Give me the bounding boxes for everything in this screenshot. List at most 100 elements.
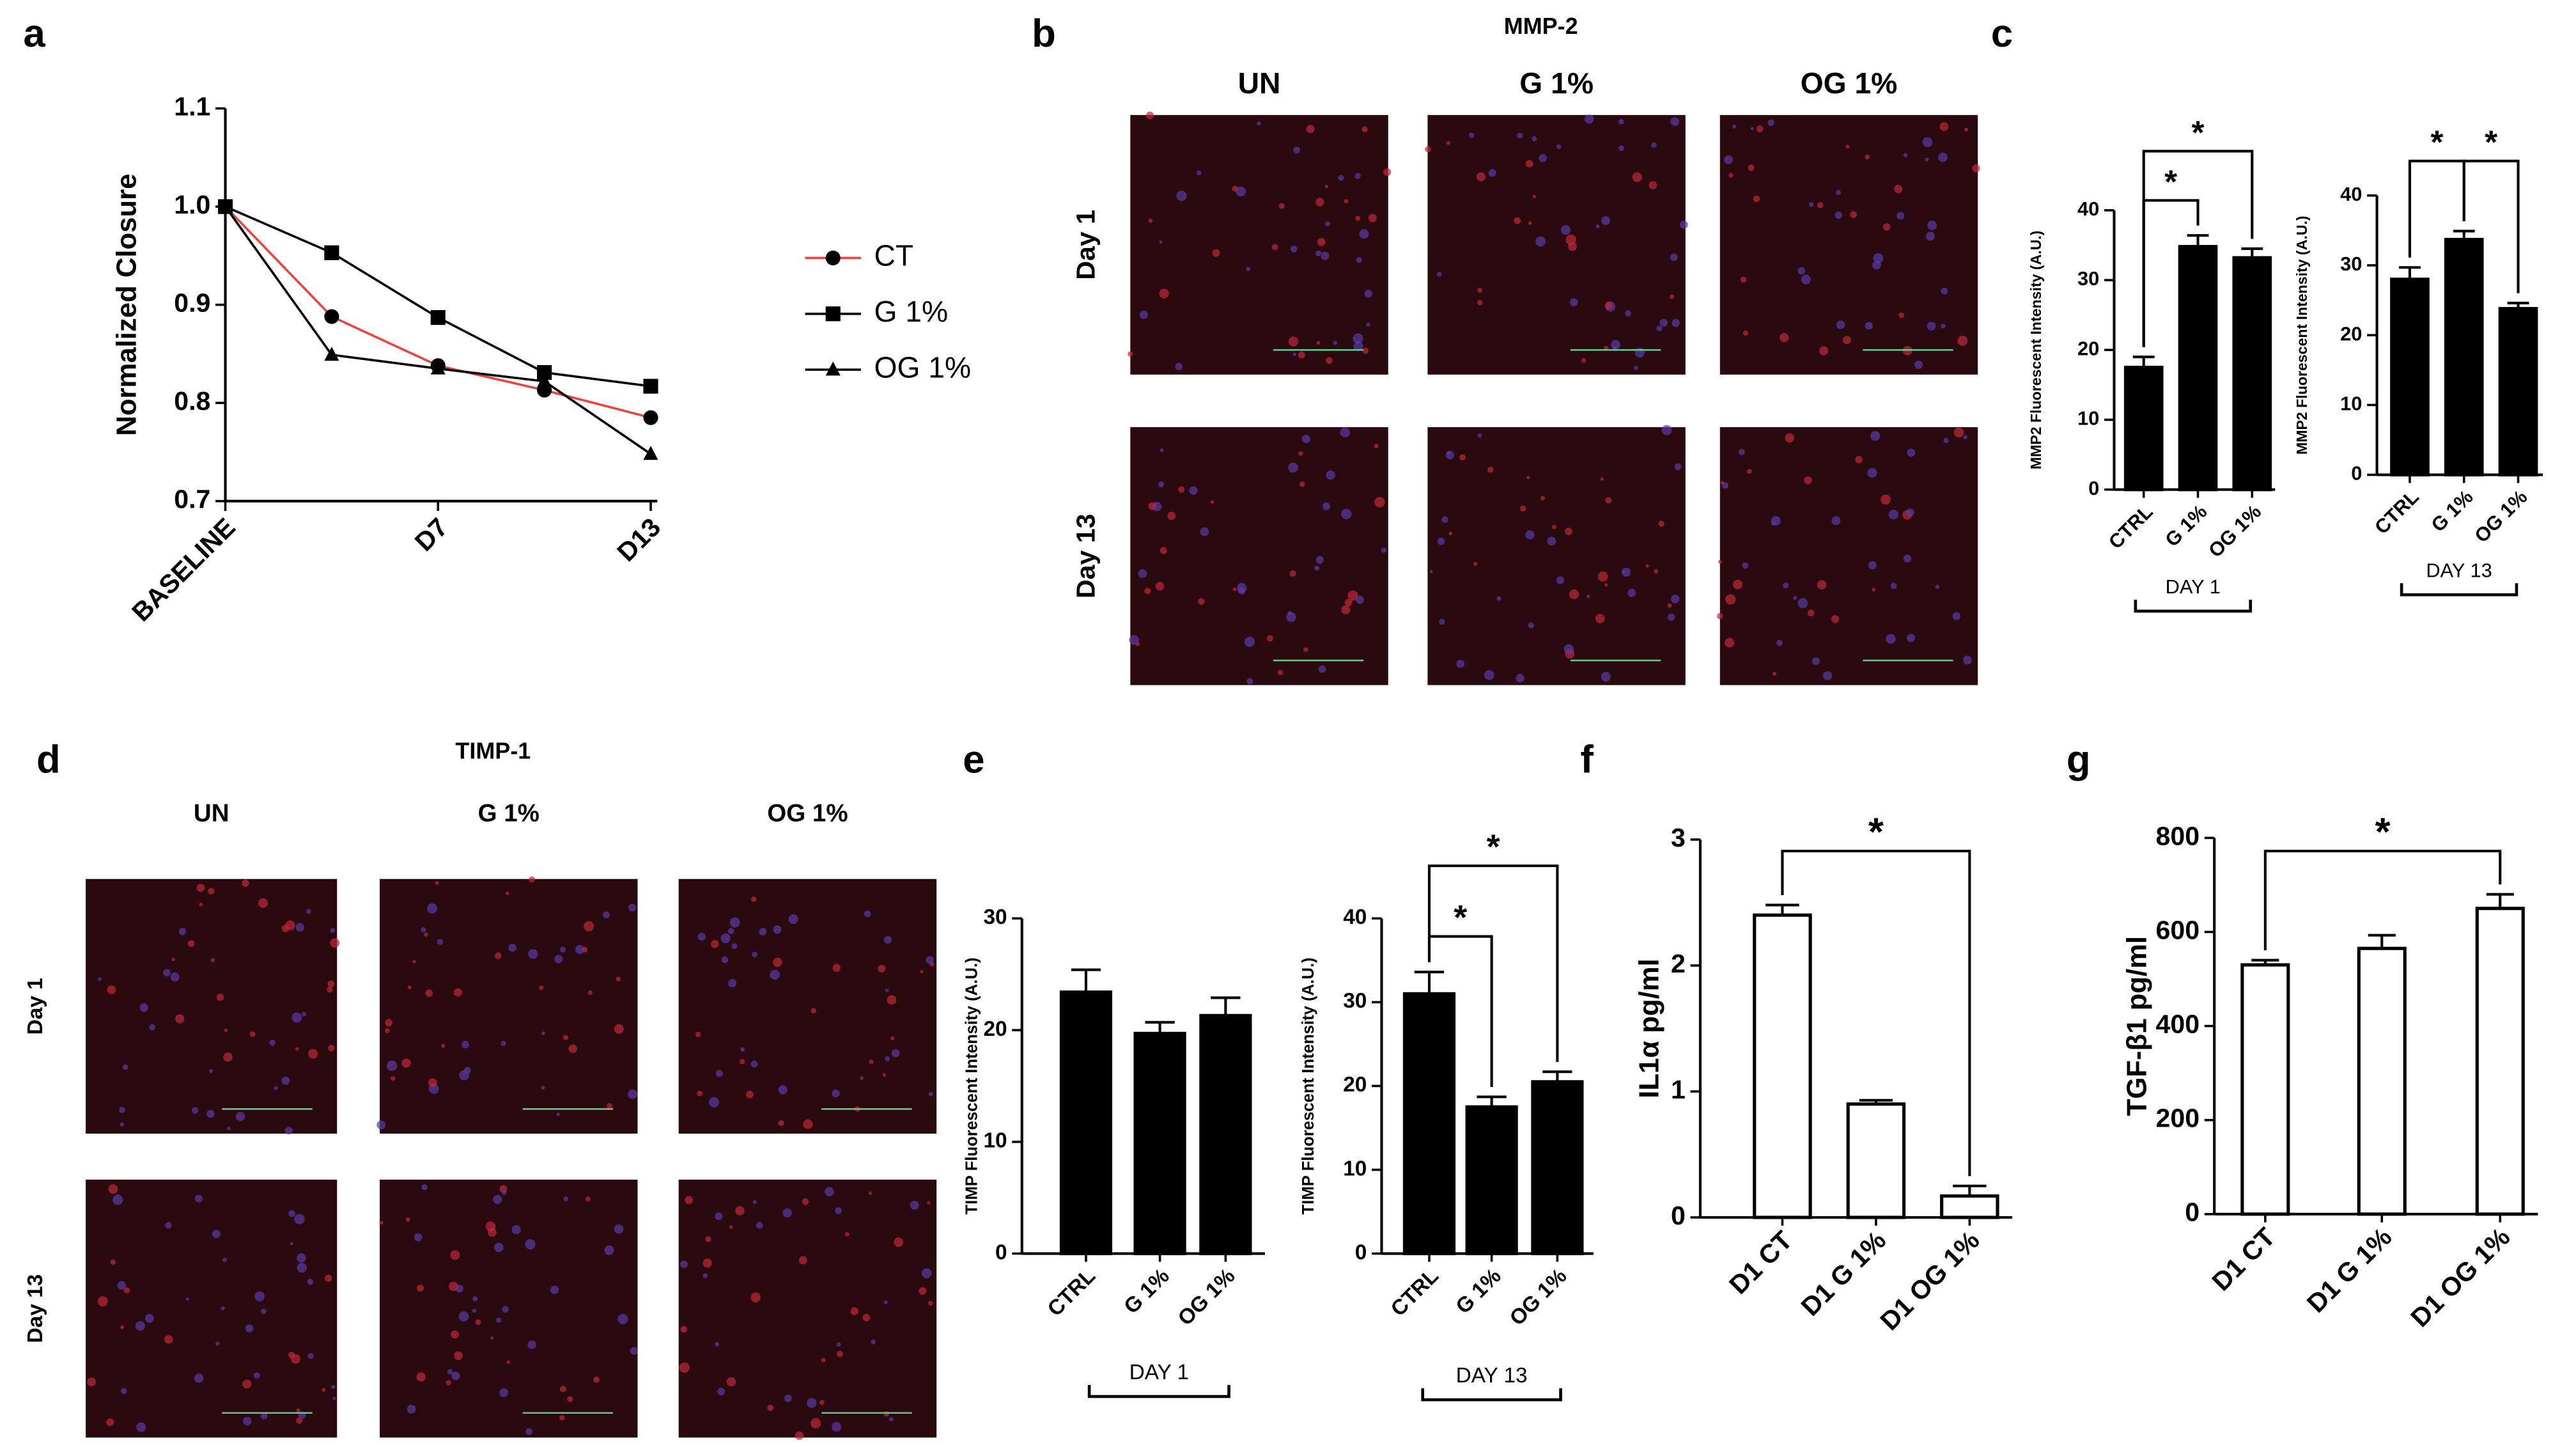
cell	[136, 1422, 146, 1432]
cell	[617, 1313, 628, 1325]
cell	[1957, 335, 1968, 346]
cell	[412, 960, 416, 964]
cell	[587, 990, 593, 996]
cell	[1903, 153, 1908, 157]
cell	[1288, 462, 1298, 473]
cell	[1659, 318, 1668, 327]
cell	[119, 1107, 125, 1113]
cell	[539, 985, 544, 990]
cell	[1528, 622, 1534, 629]
cell	[1359, 229, 1369, 239]
y-tick-label: 0	[995, 1240, 1007, 1264]
cell	[1516, 673, 1525, 683]
cell	[1316, 341, 1321, 345]
bar	[1133, 1031, 1186, 1256]
cell	[878, 964, 886, 973]
cell	[556, 1113, 561, 1116]
legend-label: OG 1%	[874, 350, 971, 384]
cell	[1831, 516, 1841, 526]
cell	[1742, 562, 1749, 569]
cell	[721, 956, 729, 964]
cell	[1303, 647, 1308, 652]
cell	[322, 1388, 326, 1392]
cell	[1867, 467, 1877, 478]
cell	[417, 1285, 424, 1292]
cell	[291, 1354, 300, 1364]
cell	[243, 1416, 252, 1426]
x-tick-label: G 1%	[2426, 485, 2477, 536]
cell	[559, 1415, 565, 1421]
cell	[405, 1217, 410, 1222]
cell	[327, 986, 333, 993]
row-label: Day 13	[24, 1274, 47, 1343]
cell	[1473, 561, 1478, 566]
cell	[1246, 267, 1251, 271]
cell	[1746, 469, 1752, 474]
cell	[745, 1090, 754, 1098]
cell	[541, 1031, 545, 1036]
cell	[1597, 571, 1608, 582]
bar	[1846, 1102, 1906, 1219]
cell	[1941, 324, 1946, 329]
y-tick-label: 10	[2340, 393, 2362, 415]
cell	[1865, 322, 1873, 330]
cell	[1670, 595, 1680, 604]
cell	[1868, 561, 1877, 570]
cell	[795, 1431, 804, 1441]
cell	[1344, 199, 1349, 204]
group-label: DAY 1	[1129, 1361, 1189, 1384]
cell	[108, 1184, 118, 1194]
cell	[798, 1256, 807, 1265]
cell	[390, 1076, 396, 1081]
cell	[379, 1221, 384, 1225]
cell	[416, 1372, 426, 1382]
cell	[327, 980, 335, 988]
cell	[1776, 639, 1783, 646]
cell	[427, 903, 438, 914]
cell	[1271, 244, 1278, 251]
y-tick-label: 1.0	[174, 190, 210, 219]
cell	[1772, 671, 1777, 676]
cell	[1364, 290, 1372, 298]
cell	[508, 944, 516, 952]
cell	[728, 979, 737, 988]
y-tick-label: 30	[2077, 267, 2099, 290]
cell	[525, 1428, 532, 1435]
cell	[702, 1258, 712, 1268]
cell	[885, 989, 889, 992]
marker	[825, 306, 841, 322]
cell	[1611, 340, 1620, 350]
cell	[784, 1395, 792, 1402]
cell	[1836, 190, 1842, 196]
cell	[1845, 145, 1850, 149]
cell	[628, 1089, 637, 1099]
cell	[529, 876, 535, 883]
cell	[1488, 169, 1496, 177]
bar	[2444, 237, 2484, 477]
cell	[1780, 332, 1789, 343]
cell	[885, 1056, 890, 1061]
micrograph	[86, 879, 338, 1134]
cell	[1556, 144, 1562, 150]
cell	[123, 1287, 130, 1294]
cell	[1738, 449, 1745, 456]
cell	[720, 933, 731, 944]
cell	[458, 1311, 469, 1322]
cell	[1941, 287, 1948, 295]
cell	[759, 928, 767, 936]
cell	[1740, 276, 1747, 283]
cell	[1667, 613, 1675, 621]
cell	[1484, 669, 1494, 680]
cell	[1441, 516, 1448, 523]
cell	[235, 1112, 245, 1122]
cell	[1344, 598, 1353, 607]
cell	[729, 1225, 733, 1229]
cell	[1159, 288, 1169, 299]
cell	[1477, 433, 1482, 438]
cell	[630, 1347, 638, 1355]
cell	[1894, 185, 1903, 194]
cell	[1935, 584, 1939, 590]
micrograph	[678, 879, 937, 1134]
cell	[1148, 218, 1153, 223]
cell	[1927, 220, 1937, 230]
